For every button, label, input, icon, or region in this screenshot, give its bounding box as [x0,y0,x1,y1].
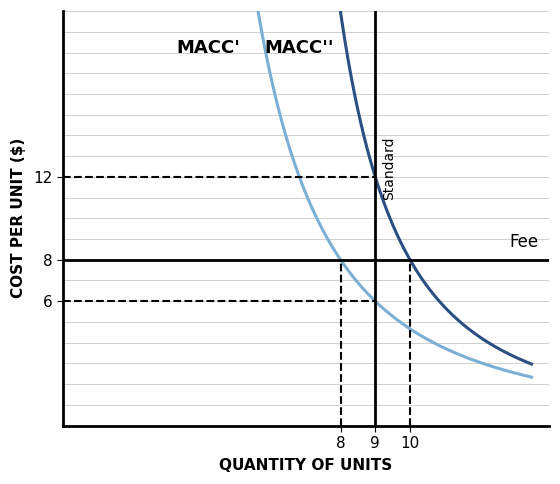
Text: MACC'': MACC'' [264,39,334,58]
X-axis label: QUANTITY OF UNITS: QUANTITY OF UNITS [219,458,393,473]
Text: Standard: Standard [382,137,396,200]
Text: Fee: Fee [510,233,539,252]
Y-axis label: COST PER UNIT ($): COST PER UNIT ($) [11,138,26,299]
Text: MACC': MACC' [176,39,240,58]
